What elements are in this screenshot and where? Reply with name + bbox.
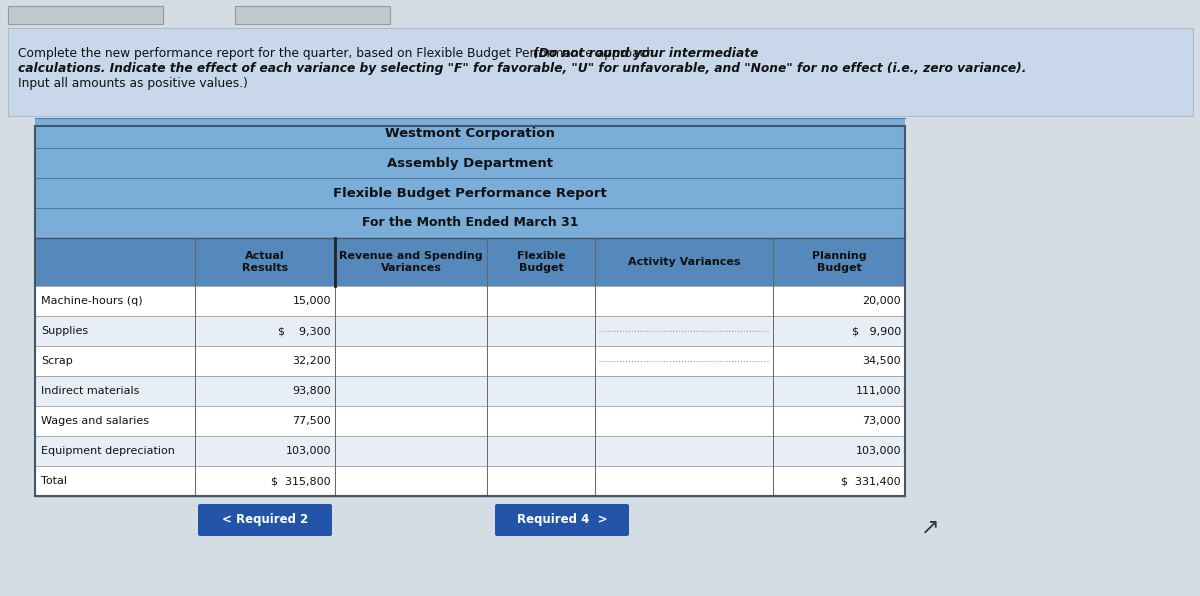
Text: 103,000: 103,000 <box>856 446 901 456</box>
Text: Westmont Corporation: Westmont Corporation <box>385 126 554 139</box>
Text: Supplies: Supplies <box>41 326 88 336</box>
Bar <box>35 406 905 436</box>
Bar <box>35 126 905 496</box>
Bar <box>35 346 905 376</box>
Text: 15,000: 15,000 <box>293 296 331 306</box>
Text: Indirect materials: Indirect materials <box>41 386 139 396</box>
FancyBboxPatch shape <box>198 504 332 536</box>
Text: Flexible Budget Performance Report: Flexible Budget Performance Report <box>334 187 607 200</box>
Bar <box>8 6 163 24</box>
Text: < Required 2: < Required 2 <box>222 514 308 526</box>
Text: Complete the new performance report for the quarter, based on Flexible Budget Pe: Complete the new performance report for … <box>18 47 662 60</box>
Bar <box>35 118 905 148</box>
Text: Machine-hours (q): Machine-hours (q) <box>41 296 143 306</box>
Bar <box>35 286 905 316</box>
Bar <box>35 238 905 286</box>
Text: Scrap: Scrap <box>41 356 73 366</box>
Text: 73,000: 73,000 <box>863 416 901 426</box>
Text: $   9,900: $ 9,900 <box>852 326 901 336</box>
Bar <box>35 436 905 466</box>
Text: ↗: ↗ <box>920 518 940 538</box>
Text: Activity Variances: Activity Variances <box>628 257 740 267</box>
Text: For the Month Ended March 31: For the Month Ended March 31 <box>361 216 578 229</box>
FancyBboxPatch shape <box>496 504 629 536</box>
Text: 34,500: 34,500 <box>863 356 901 366</box>
Text: Planning
Budget: Planning Budget <box>811 251 866 273</box>
Text: Wages and salaries: Wages and salaries <box>41 416 149 426</box>
Text: 111,000: 111,000 <box>856 386 901 396</box>
Bar <box>235 6 390 24</box>
Text: Flexible
Budget: Flexible Budget <box>517 251 565 273</box>
Bar <box>35 178 905 208</box>
Text: Revenue and Spending
Variances: Revenue and Spending Variances <box>340 251 482 273</box>
Text: Assembly Department: Assembly Department <box>386 157 553 169</box>
Text: Required 4  >: Required 4 > <box>517 514 607 526</box>
Text: (Do not round your intermediate: (Do not round your intermediate <box>533 47 758 60</box>
Text: 20,000: 20,000 <box>863 296 901 306</box>
Text: $  315,800: $ 315,800 <box>271 476 331 486</box>
Text: 103,000: 103,000 <box>286 446 331 456</box>
Text: 93,800: 93,800 <box>293 386 331 396</box>
Text: 32,200: 32,200 <box>293 356 331 366</box>
Text: $  331,400: $ 331,400 <box>841 476 901 486</box>
Bar <box>35 316 905 346</box>
Text: 77,500: 77,500 <box>293 416 331 426</box>
Text: $    9,300: $ 9,300 <box>278 326 331 336</box>
Bar <box>35 126 905 496</box>
Text: Actual
Results: Actual Results <box>242 251 288 273</box>
Text: Equipment depreciation: Equipment depreciation <box>41 446 175 456</box>
Bar <box>8 28 1193 116</box>
Text: calculations. Indicate the effect of each variance by selecting "F" for favorabl: calculations. Indicate the effect of eac… <box>18 62 1026 75</box>
Bar <box>35 466 905 496</box>
Bar <box>35 376 905 406</box>
Text: Input all amounts as positive values.): Input all amounts as positive values.) <box>18 77 248 90</box>
Bar <box>35 208 905 238</box>
Text: Total: Total <box>41 476 67 486</box>
Bar <box>35 148 905 178</box>
